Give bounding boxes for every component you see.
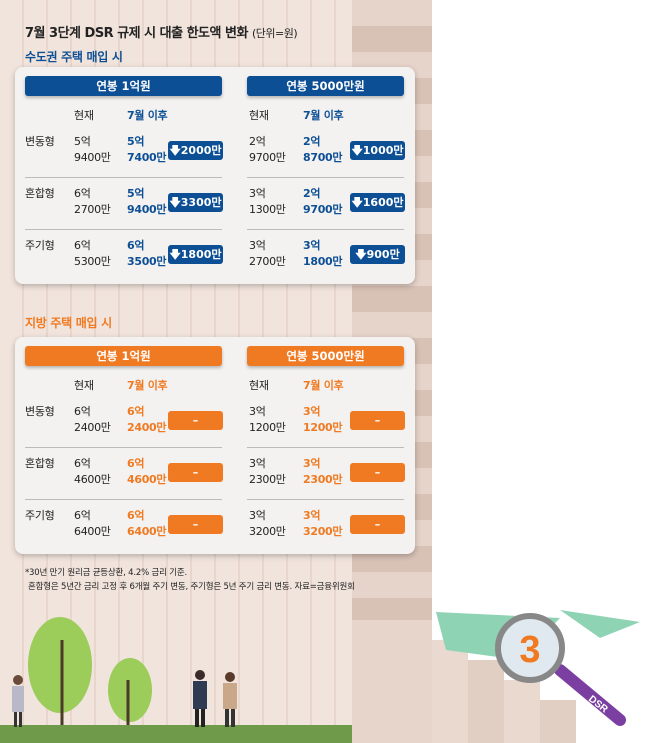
after-limit: 2억 8700만 (303, 135, 343, 164)
col-now-header: 현재 (249, 109, 269, 122)
current-limit: 6억 5300만 (74, 239, 111, 268)
loan-type-label: 혼합형 (25, 187, 55, 200)
after-limit: 3억 2300만 (303, 457, 343, 486)
down-arrow-icon: 🡇 (169, 196, 181, 209)
section-label: 수도권 주택 매입 시 (25, 50, 123, 64)
magnifier-icon: 3 DSR (495, 613, 626, 726)
current-limit: 2억 9700만 (249, 135, 286, 164)
change-badge: – (350, 463, 405, 482)
change-badge: 🡇1800만 (168, 245, 223, 264)
salary-header: 연봉 1억원 (25, 346, 222, 366)
down-arrow-icon: 🡇 (169, 144, 181, 157)
current-limit: 6억 6400만 (74, 509, 111, 538)
change-badge: 🡇900만 (350, 245, 405, 264)
row-divider (25, 447, 222, 448)
current-limit: 6억 2700만 (74, 187, 111, 216)
col-after-header: 7월 이후 (303, 109, 344, 122)
person-icon (223, 672, 237, 727)
after-limit: 3억 3200만 (303, 509, 343, 538)
unit-label: (단위=원) (251, 27, 298, 40)
after-limit: 6억 6400만 (127, 509, 167, 538)
after-limit: 5억 7400만 (127, 135, 167, 164)
salary-header: 연봉 5000만원 (247, 76, 404, 96)
change-badge: 🡇2000만 (168, 141, 223, 160)
salary-header: 연봉 1억원 (25, 76, 222, 96)
row-divider (25, 229, 222, 230)
after-limit: 2억 9700만 (303, 187, 343, 216)
down-arrow-icon: 🡇 (351, 144, 363, 157)
change-badge: 🡇1000만 (350, 141, 405, 160)
after-limit: 3억 1200만 (303, 405, 343, 434)
person-icon (193, 670, 207, 727)
change-badge: – (350, 515, 405, 534)
loan-type-label: 혼합형 (25, 457, 55, 470)
row-divider (247, 499, 404, 500)
after-limit: 6억 3500만 (127, 239, 167, 268)
salary-header: 연봉 5000만원 (247, 346, 404, 366)
tree-icon (108, 658, 152, 722)
footnote-2: 혼합형은 5년간 금리 고정 후 6개월 주기 변동, 주기형은 5년 주기 금… (28, 582, 355, 592)
row-divider (25, 177, 222, 178)
current-limit: 6억 4600만 (74, 457, 111, 486)
loan-type-label: 주기형 (25, 239, 55, 252)
col-after-header: 7월 이후 (127, 379, 168, 392)
loan-type-label: 주기형 (25, 509, 55, 522)
change-badge: – (168, 411, 223, 430)
row-divider (247, 177, 404, 178)
current-limit: 3억 1200만 (249, 405, 286, 434)
down-arrow-icon: 🡇 (351, 196, 363, 209)
down-arrow-icon: 🡇 (355, 248, 367, 261)
after-limit: 5억 9400만 (127, 187, 167, 216)
page-title: 7월 3단계 DSR 규제 시 대출 한도액 변화 (단위=원) (25, 26, 298, 41)
current-limit: 3억 1300만 (249, 187, 286, 216)
hedge (0, 725, 352, 743)
row-divider (25, 499, 222, 500)
row-divider (247, 447, 404, 448)
illustration: 3 DSR (0, 610, 640, 743)
col-after-header: 7월 이후 (127, 109, 168, 122)
current-limit: 3억 3200만 (249, 509, 286, 538)
col-now-header: 현재 (74, 109, 94, 122)
stairs (352, 620, 576, 743)
current-limit: 3억 2700만 (249, 239, 286, 268)
loan-type-label: 변동형 (25, 405, 55, 418)
tree-icon (28, 617, 92, 713)
after-limit: 3억 1800만 (303, 239, 343, 268)
col-now-header: 현재 (74, 379, 94, 392)
col-after-header: 7월 이후 (303, 379, 344, 392)
change-badge: – (168, 515, 223, 534)
change-badge: – (168, 463, 223, 482)
section-card: 연봉 1억원 현재 7월 이후 변동형 6억 2400만 6억 2400만 – 혼합형 6억 4600… (15, 337, 415, 554)
change-badge: 🡇3300만 (168, 193, 223, 212)
current-limit: 3억 2300만 (249, 457, 286, 486)
section-label: 지방 주택 매입 시 (25, 316, 112, 330)
person-icon (12, 675, 24, 727)
loan-type-label: 변동형 (25, 135, 55, 148)
row-divider (247, 229, 404, 230)
after-limit: 6억 2400만 (127, 405, 167, 434)
after-limit: 6억 4600만 (127, 457, 167, 486)
down-arrow-icon: 🡇 (169, 248, 181, 261)
change-badge: – (350, 411, 405, 430)
current-limit: 5억 9400만 (74, 135, 111, 164)
change-badge: 🡇1600만 (350, 193, 405, 212)
current-limit: 6억 2400만 (74, 405, 111, 434)
col-now-header: 현재 (249, 379, 269, 392)
svg-text:3: 3 (519, 629, 540, 671)
footnote-1: *30년 만기 원리금 균등상환, 4.2% 금리 기준. (25, 568, 187, 578)
